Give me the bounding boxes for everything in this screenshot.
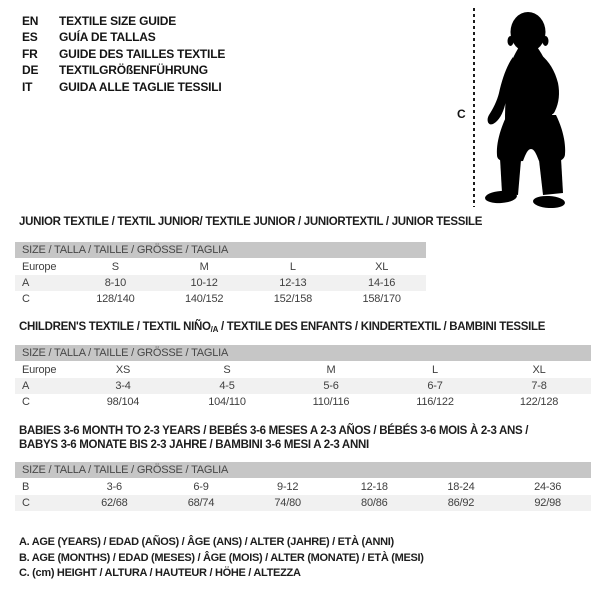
age-cell: 5-6 [323,380,339,392]
age-cell: 12-13 [279,277,307,289]
footnote-age-months: B. AGE (MONTHS) / EDAD (MESES) / ÂGE (MO… [19,551,424,564]
footnote-legend: A. AGE (YEARS) / EDAD (AÑOS) / ÂGE (ANS)… [19,535,424,582]
language-row-en: EN TEXTILE SIZE GUIDE [22,13,225,29]
heading-line-1: BABIES 3-6 MONTH TO 2-3 YEARS / BEBÉS 3-… [19,425,529,437]
table-row: Europe S M L XL [15,259,426,276]
height-cell: 104/110 [208,396,246,408]
table-row: C 62/68 68/74 74/80 80/86 86/92 92/98 [15,495,591,511]
footnote-age-years: A. AGE (YEARS) / EDAD (AÑOS) / ÂGE (ANS)… [19,536,394,548]
height-cell: 152/158 [273,293,313,305]
height-cell: 128/140 [96,293,135,305]
heading-text: CHILDREN'S TEXTILE / TEXTIL NIÑO [19,321,211,333]
height-cell: 158/170 [362,293,401,305]
row-label: B [22,481,30,493]
table-row: A 3-4 4-5 5-6 6-7 7-8 [15,378,591,394]
height-cell: 116/122 [416,396,454,408]
age-cell: 7-8 [531,380,547,392]
size-cell: L [289,261,296,273]
size-cell: XS [115,364,131,376]
age-cell: 3-4 [115,380,131,392]
language-row-it: IT GUIDA ALLE TAGLIE TESSILI [22,79,225,95]
size-cell: S [111,261,119,273]
language-list: EN TEXTILE SIZE GUIDE ES GUÍA DE TALLAS … [22,13,225,95]
language-code: IT [22,79,33,94]
children-size-table: SIZE / TALLA / TAILLE / GRÖSSE / TAGLIA … [15,345,591,410]
language-row-de: DE TEXTILGRÖßENFÜHRUNG [22,62,225,78]
row-label: C [22,293,30,305]
language-title: TEXTILGRÖßENFÜHRUNG [59,63,208,78]
heading-line-2: BABYS 3-6 MONATE BIS 2-3 JAHRE / BAMBINI… [19,439,369,451]
age-cell: 14-16 [368,277,396,289]
age-cell: 10-12 [190,277,218,289]
table-row: C 128/140 140/152 152/158 158/170 [15,291,426,307]
height-cell: 86/92 [447,497,475,509]
size-header-cell: SIZE / TALLA / TAILLE / GRÖSSE / TAGLIA [15,462,591,479]
size-cell: M [199,261,209,273]
size-header-cell: SIZE / TALLA / TAILLE / GRÖSSE / TAGLIA [15,242,426,259]
language-title: TEXTILE SIZE GUIDE [59,14,177,28]
height-cell: 110/116 [312,396,350,408]
height-cell: 68/74 [187,497,215,509]
months-cell: 3-6 [106,481,123,493]
months-cell: 18-24 [447,481,475,493]
height-cell: 140/152 [184,293,224,305]
height-cell: 98/104 [106,396,140,408]
section-heading-babies: BABIES 3-6 MONTH TO 2-3 YEARS / BEBÉS 3-… [19,424,529,452]
heading-text: / TEXTILE DES ENFANTS / KINDERTEXTIL / B… [218,321,546,333]
junior-size-table: SIZE / TALLA / TAILLE / GRÖSSE / TAGLIA … [15,242,426,307]
row-label: A [22,277,30,289]
age-cell: 6-7 [427,380,443,392]
baby-silhouette-icon [485,12,566,209]
months-cell: 6-9 [193,481,209,493]
table-header-row: SIZE / TALLA / TAILLE / GRÖSSE / TAGLIA [15,242,426,259]
size-header-cell: SIZE / TALLA / TAILLE / GRÖSSE / TAGLIA [15,345,591,362]
language-row-es: ES GUÍA DE TALLAS [22,29,225,45]
language-title: GUIDE DES TAILLES TEXTILE [59,46,226,61]
row-label: Europe [22,364,57,376]
table-row: A 8-10 10-12 12-13 14-16 [15,275,426,291]
size-cell: S [223,364,231,376]
babies-size-table: SIZE / TALLA / TAILLE / GRÖSSE / TAGLIA … [15,462,591,511]
height-cell: 122/128 [519,396,559,408]
height-measure-dotted-line [473,8,475,207]
heading-subscript: /A [210,325,219,334]
table-row: Europe XS S M L XL [15,362,591,379]
section-heading-junior: JUNIOR TEXTILE / TEXTIL JUNIOR/ TEXTILE … [19,216,483,228]
height-measure-label: C [457,107,466,121]
months-cell: 12-18 [360,481,388,493]
language-row-fr: FR GUIDE DES TAILLES TEXTILE [22,46,225,62]
row-label: C [22,396,30,408]
height-cell: 80/86 [361,497,388,509]
footnote-height-cm: C. (cm) HEIGHT / ALTURA / HAUTEUR / HÖHE… [19,567,301,579]
table-header-row: SIZE / TALLA / TAILLE / GRÖSSE / TAGLIA [15,345,591,362]
language-title: GUÍA DE TALLAS [59,30,156,45]
months-cell: 24-36 [534,481,562,493]
size-cell: XL [532,364,546,376]
age-cell: 4-5 [219,380,235,392]
language-code: EN [22,14,39,28]
height-cell: 74/80 [274,497,301,509]
months-cell: 9-12 [277,481,299,493]
row-label: A [22,380,30,392]
table-row: C 98/104 104/110 110/116 116/122 122/128 [15,394,591,410]
row-label: C [22,497,30,509]
language-code: DE [22,63,39,78]
height-cell: 62/68 [101,497,128,509]
language-code: ES [22,30,38,45]
table-header-row: SIZE / TALLA / TAILLE / GRÖSSE / TAGLIA [15,462,591,479]
row-label: Europe [22,261,57,273]
language-title: GUIDA ALLE TAGLIE TESSILI [59,79,222,94]
section-heading-children: CHILDREN'S TEXTILE / TEXTIL NIÑO/A / TEX… [19,320,545,337]
table-row: B 3-6 6-9 9-12 12-18 18-24 24-36 [15,479,591,496]
size-cell: M [326,364,336,376]
height-cell: 92/98 [534,497,561,509]
size-cell: XL [375,261,389,273]
language-code: FR [22,46,38,61]
age-cell: 8-10 [104,277,126,289]
size-cell: L [432,364,438,376]
